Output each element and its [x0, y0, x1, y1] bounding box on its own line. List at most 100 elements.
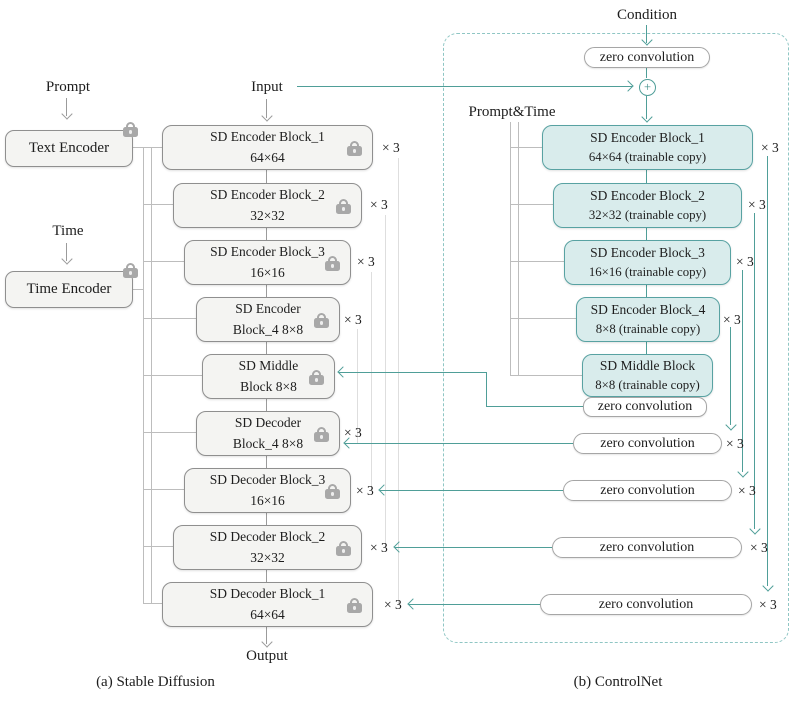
zero-convolution-middle: zero convolution — [583, 397, 707, 417]
block-size: 32×32 (trainable copy) — [588, 208, 707, 223]
conditioning-stub — [143, 204, 173, 206]
chain-line — [646, 170, 648, 183]
sd-encoder-block-4: SD Encoder Block_4 8×8 — [196, 297, 340, 342]
lock-icon — [325, 255, 340, 271]
x3-label: × 3 — [750, 540, 768, 555]
conditioning-stub — [143, 375, 202, 377]
block-title: SD Encoder — [235, 301, 301, 317]
chain-line — [646, 228, 648, 240]
lock-icon — [336, 540, 351, 556]
block-size: 64×64 — [250, 149, 285, 165]
block-title: SD Encoder Block_2 — [210, 187, 325, 203]
skip-line — [385, 215, 387, 547]
conditioning-stub — [143, 432, 196, 434]
block-title: SD Encoder Block_3 — [210, 244, 325, 260]
block-size: 16×16 — [250, 492, 285, 508]
middle-elbow-line — [486, 372, 488, 407]
input-label: Input — [251, 79, 283, 95]
block-title: SD Middle Block — [599, 357, 696, 373]
arrow-down-icon — [61, 108, 73, 120]
sd-decoder-block-1: SD Decoder Block_1 64×64 — [162, 582, 373, 627]
conditioning-stub — [143, 318, 196, 320]
conditioning-rail — [510, 122, 512, 375]
arrow-left-icon — [378, 484, 390, 496]
chain-line — [266, 342, 268, 354]
chain-line — [266, 570, 268, 582]
block-title: SD Encoder Block_1 — [210, 129, 325, 145]
arrow-down-icon — [261, 636, 273, 648]
arrow-down-icon — [61, 253, 73, 265]
conditioning-stub — [143, 261, 184, 263]
sd-decoder-block-2: SD Decoder Block_2 32×32 — [173, 525, 362, 570]
sd-decoder-block-3: SD Decoder Block_3 16×16 — [184, 468, 351, 513]
chain-line — [266, 285, 268, 297]
arrow-down-icon — [261, 110, 273, 122]
input-arrow-line — [266, 99, 268, 118]
conditioning-stub — [510, 147, 542, 149]
zero-convolution-1: zero convolution — [573, 433, 722, 454]
chain-line — [266, 513, 268, 525]
cn-encoder-block-3: SD Encoder Block_3 16×16 (trainable copy… — [564, 240, 731, 285]
lock-icon — [309, 369, 324, 385]
sd-middle-block: SD Middle Block 8×8 — [202, 354, 335, 399]
block-size: Block 8×8 — [240, 378, 297, 394]
conditioning-stub — [510, 375, 582, 377]
arrow-left-icon — [393, 541, 405, 553]
controlnet-dashed-container — [443, 33, 789, 643]
block-size: Block_4 8×8 — [232, 435, 304, 451]
x3-label: × 3 — [370, 540, 388, 555]
x3-label: × 3 — [344, 312, 362, 327]
caption-controlnet: (b) ControlNet — [573, 674, 663, 690]
conditioning-stub — [143, 603, 162, 605]
block-title: SD Decoder Block_1 — [209, 586, 326, 602]
x3-label: × 3 — [761, 140, 779, 155]
arrow-left-icon — [407, 598, 419, 610]
skip-arrow-line — [742, 270, 744, 472]
chain-line — [266, 170, 268, 183]
sd-encoder-block-2: SD Encoder Block_2 32×32 — [173, 183, 362, 228]
block-size: 32×32 — [250, 549, 285, 565]
sd-decoder-block-4: SD Decoder Block_4 8×8 — [196, 411, 340, 456]
block-size: 32×32 — [250, 207, 285, 223]
chain-line — [646, 342, 648, 354]
output-label: Output — [246, 648, 288, 664]
chain-line — [266, 228, 268, 240]
conditioning-stub — [143, 489, 184, 491]
conditioning-stub — [133, 289, 144, 291]
skip-arrow-line — [767, 156, 769, 586]
block-size: 16×16 — [250, 264, 285, 280]
zero-convolution-3: zero convolution — [552, 537, 742, 558]
text-encoder-block: Text Encoder — [5, 122, 138, 167]
block-title: SD Encoder Block_4 — [590, 301, 706, 317]
skip-arrow-line — [730, 327, 732, 425]
lock-icon — [336, 198, 351, 214]
time-encoder-label: Time Encoder — [26, 281, 112, 297]
conditioning-stub — [510, 318, 576, 320]
lock-icon — [347, 597, 362, 613]
arrow-left-icon — [337, 366, 349, 378]
middle-arrow-line — [339, 372, 486, 374]
time-arrow-line — [66, 243, 68, 261]
zero-convolution-top: zero convolution — [584, 47, 710, 68]
cn-encoder-block-2: SD Encoder Block_2 32×32 (trainable copy… — [553, 183, 742, 228]
plus-circle-icon: + — [639, 79, 656, 96]
sd-encoder-block-3: SD Encoder Block_3 16×16 — [184, 240, 351, 285]
output-arrow-line — [266, 627, 268, 644]
conditioning-stub — [510, 261, 564, 263]
skip-line — [398, 158, 400, 604]
x3-label: × 3 — [738, 483, 756, 498]
block-title: SD Decoder — [234, 415, 302, 431]
block-size: 64×64 — [250, 606, 285, 622]
x3-label: × 3 — [736, 254, 754, 269]
zeroconv-arrow-line — [345, 443, 573, 445]
conditioning-stub — [510, 204, 553, 206]
lock-icon — [123, 122, 138, 137]
zero-convolution-4: zero convolution — [540, 594, 752, 615]
cn-middle-block: SD Middle Block 8×8 (trainable copy) — [582, 354, 713, 397]
chain-line — [646, 285, 648, 297]
x3-label: × 3 — [726, 436, 744, 451]
zero-convolution-2: zero convolution — [563, 480, 732, 501]
x3-label: × 3 — [344, 425, 362, 440]
skip-line — [371, 272, 373, 490]
prompt-label: Prompt — [45, 79, 91, 95]
